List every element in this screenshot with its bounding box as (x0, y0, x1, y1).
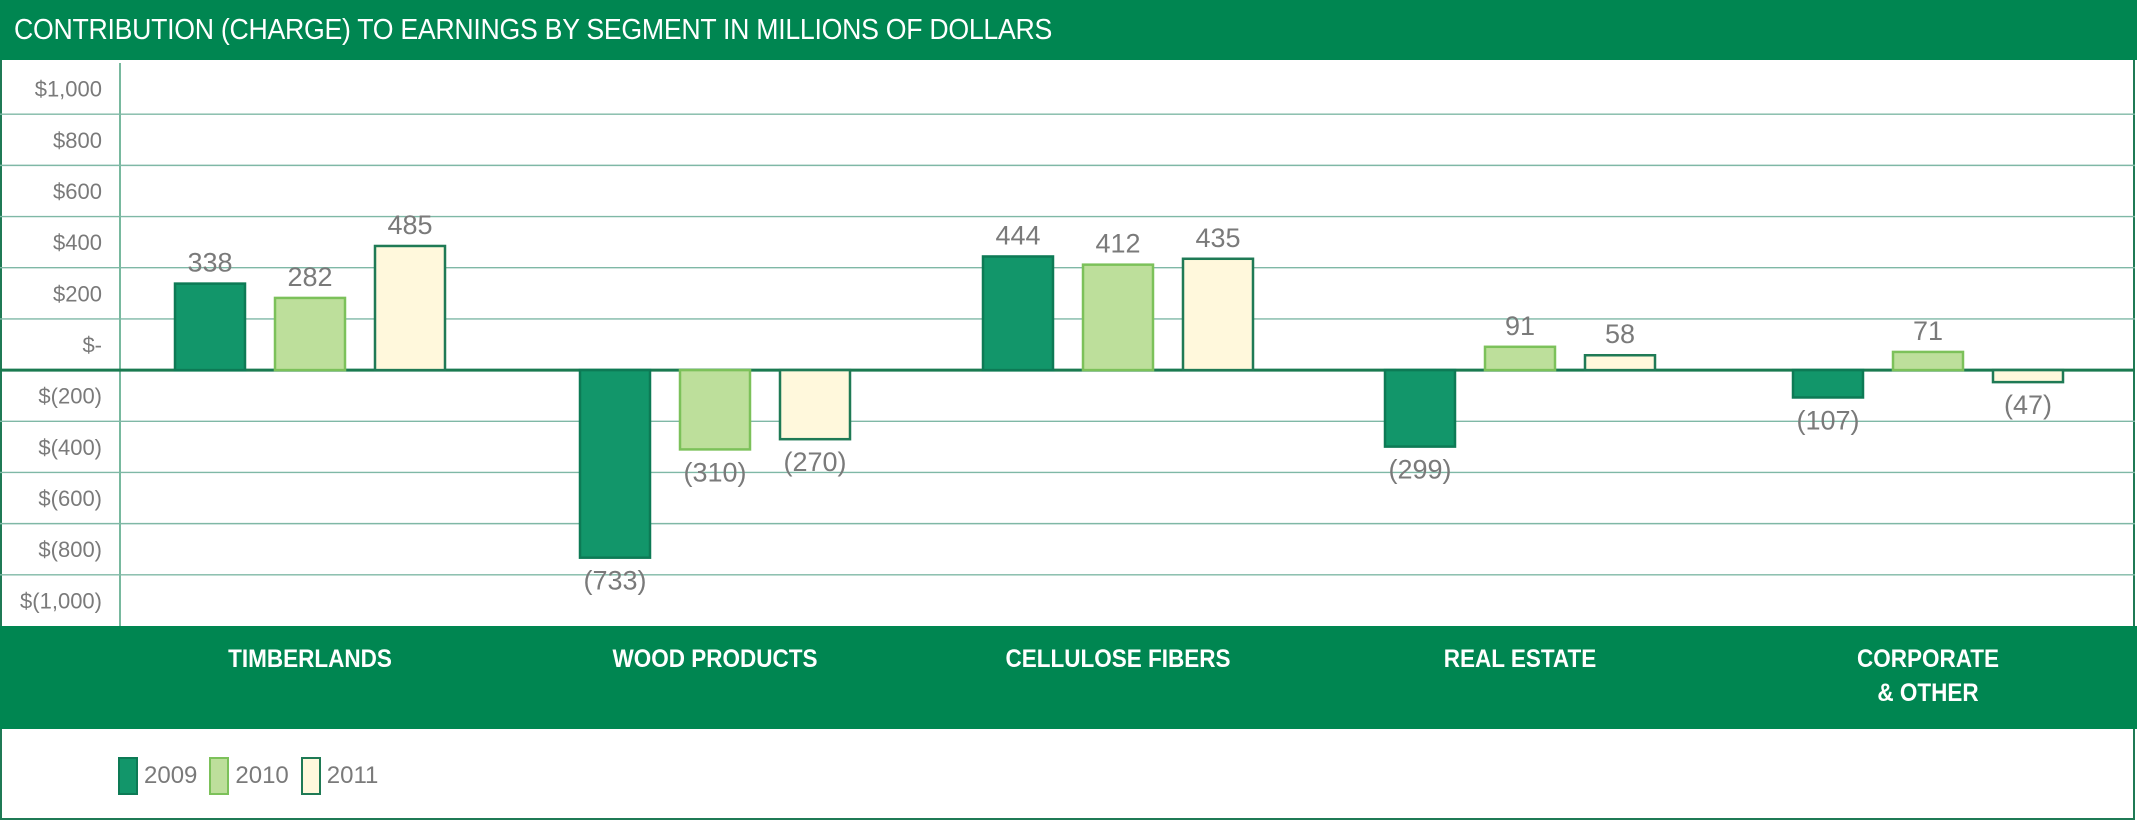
bar-2010 (1483, 345, 1557, 372)
legend-label: 2010 (235, 762, 289, 789)
bar-2010 (1081, 263, 1155, 372)
category-label: REAL ESTATE (1443, 645, 1597, 673)
bar-2011 (1991, 368, 2065, 384)
y-tick-label: $(800) (38, 537, 102, 562)
bar-2009 (173, 282, 247, 372)
data-label-2010: 71 (1913, 316, 1943, 346)
y-tick-label: $(1,000) (20, 588, 102, 613)
data-label-2009: (107) (1796, 405, 1859, 435)
y-tick-label: $400 (53, 230, 102, 255)
bar-2010 (273, 296, 347, 372)
data-label-2011: (270) (783, 447, 846, 477)
category-label: CORPORATE & OTHER (1856, 645, 2000, 707)
legend-item-2010: 2010 (209, 757, 289, 795)
legend-label: 2009 (144, 762, 198, 789)
data-label-2010: (310) (683, 457, 746, 487)
category-label: WOOD PRODUCTS (612, 645, 818, 673)
bar-2011 (1181, 257, 1255, 372)
data-label-2011: 58 (1605, 319, 1635, 349)
y-tick-label: $800 (53, 128, 102, 153)
y-tick-label: $(400) (38, 435, 102, 460)
bar-2009 (1383, 368, 1457, 448)
data-label-2011: 485 (387, 210, 432, 240)
data-label-2010: 412 (1095, 229, 1140, 259)
data-label-2009: (733) (583, 566, 646, 596)
chart-title-bar: CONTRIBUTION (CHARGE) TO EARNINGS BY SEG… (0, 0, 2137, 60)
legend-item-2009: 2009 (118, 757, 197, 795)
y-tick-label: $1,000 (35, 77, 102, 102)
category-axis-band: TIMBERLANDS WOOD PRODUCTS CELLULOSE FIBERS… (0, 626, 2137, 729)
y-tick-label: $600 (53, 179, 102, 204)
plot-area: $1,000 $800 $600 $400 $200 $- $(200) $(400) $(60… (0, 63, 2135, 626)
legend-item-2011: 2011 (300, 757, 379, 795)
data-label-2010: 91 (1505, 311, 1535, 341)
legend-swatch (209, 757, 230, 795)
data-label-2011: (47) (2004, 390, 2052, 420)
bar-2010 (1891, 350, 1965, 372)
y-tick-label: $200 (53, 281, 102, 306)
y-tick-label: $- (82, 333, 102, 358)
data-label-2011: 435 (1195, 223, 1240, 253)
legend-label: 2011 (326, 762, 379, 789)
category-label: CELLULOSE FIBERS (1005, 645, 1231, 673)
y-tick-label: $(200) (38, 384, 102, 409)
bar-2011 (373, 244, 447, 372)
category-label: TIMBERLANDS (228, 645, 392, 673)
bar-2011 (778, 368, 852, 441)
legend-swatch (300, 757, 321, 795)
bar-2009 (1791, 368, 1865, 399)
data-label-2010: 282 (287, 262, 332, 292)
data-label-2009: 444 (995, 220, 1040, 250)
chart-title: CONTRIBUTION (CHARGE) TO EARNINGS BY SEG… (14, 14, 1053, 46)
data-label-2009: 338 (187, 248, 232, 278)
bar-2010 (678, 368, 752, 451)
data-label-2009: (299) (1388, 455, 1451, 485)
bar-2009 (578, 368, 652, 559)
legend: 2009 2010 2011 (118, 755, 390, 797)
bar-2011 (1583, 353, 1657, 372)
bar-2009 (981, 255, 1055, 372)
y-tick-label: $(600) (38, 486, 102, 511)
legend-swatch (118, 757, 138, 795)
